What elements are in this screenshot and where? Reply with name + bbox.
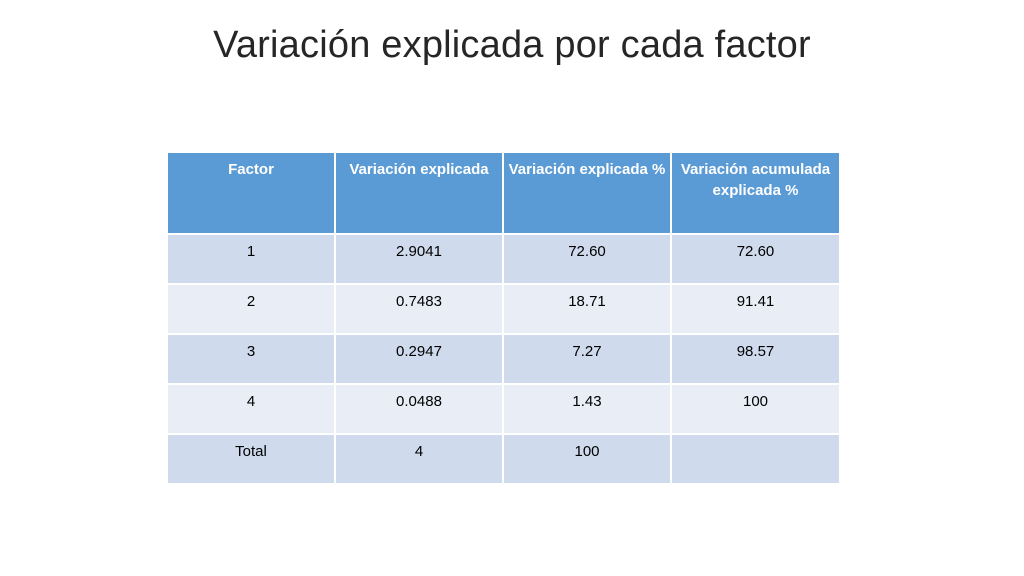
cell-factor: 1 <box>166 233 336 285</box>
cell-factor: 4 <box>166 383 336 435</box>
table-row: 1 2.9041 72.60 72.60 <box>166 233 841 285</box>
cell-variacion-pct: 100 <box>502 433 672 485</box>
cell-variacion: 4 <box>334 433 504 485</box>
cell-factor: 2 <box>166 283 336 335</box>
cell-variacion-pct: 1.43 <box>502 383 672 435</box>
cell-variacion: 2.9041 <box>334 233 504 285</box>
cell-variacion-pct: 72.60 <box>502 233 672 285</box>
cell-variacion: 0.2947 <box>334 333 504 385</box>
table-header-row: Factor Variación explicada Variación exp… <box>166 151 841 235</box>
slide-title: Variación explicada por cada factor <box>213 24 811 66</box>
cell-factor: 3 <box>166 333 336 385</box>
cell-acumulada <box>670 433 841 485</box>
header-variacion-explicada-pct: Variación explicada % <box>502 151 672 235</box>
cell-acumulada: 91.41 <box>670 283 841 335</box>
variance-table: Factor Variación explicada Variación exp… <box>166 151 841 485</box>
header-factor: Factor <box>166 151 336 235</box>
table-row-total: Total 4 100 <box>166 433 841 485</box>
cell-variacion: 0.7483 <box>334 283 504 335</box>
table-row: 3 0.2947 7.27 98.57 <box>166 333 841 385</box>
cell-variacion: 0.0488 <box>334 383 504 435</box>
cell-factor: Total <box>166 433 336 485</box>
header-variacion-acumulada: Variación acumulada explicada % <box>670 151 841 235</box>
cell-variacion-pct: 7.27 <box>502 333 672 385</box>
table-row: 4 0.0488 1.43 100 <box>166 383 841 435</box>
cell-acumulada: 72.60 <box>670 233 841 285</box>
header-variacion-explicada: Variación explicada <box>334 151 504 235</box>
table-row: 2 0.7483 18.71 91.41 <box>166 283 841 335</box>
cell-acumulada: 98.57 <box>670 333 841 385</box>
cell-acumulada: 100 <box>670 383 841 435</box>
cell-variacion-pct: 18.71 <box>502 283 672 335</box>
